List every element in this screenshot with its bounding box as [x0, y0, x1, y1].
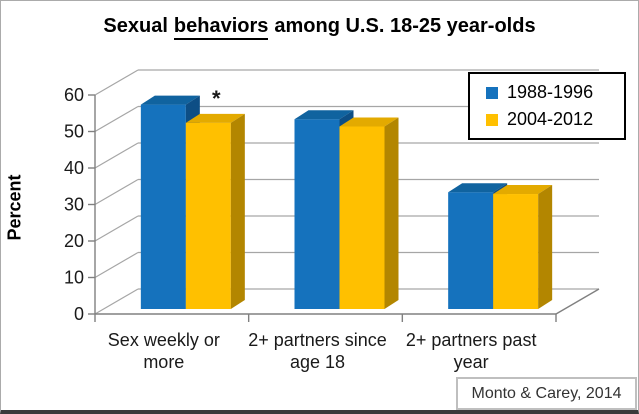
- bar-front-2004-2012-cat0: [185, 122, 231, 309]
- bar-side-2004-2012-cat0: [230, 113, 245, 309]
- gridline-diagonal-10: [94, 251, 139, 279]
- bar-top-1988-1996-cat2: [448, 183, 508, 193]
- source-citation: Monto & Carey, 2014: [456, 377, 637, 410]
- bar-top-1988-1996-cat1: [294, 110, 354, 120]
- bar-top-2004-2012-cat0: [185, 113, 245, 123]
- bar-top-1988-1996-cat0: [140, 95, 200, 105]
- category-label-1-line1: age 18: [290, 352, 345, 372]
- bar-side-2004-2012-cat1: [384, 117, 399, 309]
- category-label-2-line0: 2+ partners past: [406, 330, 537, 350]
- bar-side-2004-2012-cat2: [538, 185, 553, 309]
- gridline-diagonal-20: [94, 215, 139, 242]
- legend-item: 2004-2012: [470, 109, 624, 130]
- category-label-1-line0: 2+ partners since: [248, 330, 387, 350]
- chart-title-underlined-word: behaviors: [173, 15, 269, 40]
- legend-label-series2: 2004-2012: [507, 109, 594, 129]
- bar-front-2004-2012-cat1: [339, 126, 385, 309]
- legend: 1988-1996 2004-2012: [468, 72, 626, 140]
- y-tick-label-50: 50: [64, 122, 84, 142]
- gridline-diagonal-0: [94, 288, 139, 315]
- chart-title-part1: Sexual: [103, 15, 168, 37]
- significance-asterisk: *: [212, 86, 221, 111]
- gridline-diagonal-40: [94, 142, 139, 169]
- bar-top-2004-2012-cat1: [339, 117, 399, 127]
- y-tick-label-40: 40: [64, 158, 84, 178]
- category-label-2-line1: year: [454, 352, 489, 372]
- y-tick-label-20: 20: [64, 231, 84, 251]
- floor-right-edge: [555, 288, 600, 315]
- gridline-diagonal-60: [94, 69, 139, 96]
- category-label-0-line1: more: [143, 352, 184, 372]
- legend-swatch-series2: [486, 113, 498, 126]
- bar-top-2004-2012-cat2: [493, 185, 553, 195]
- y-tick-label-60: 60: [64, 85, 84, 105]
- bar-front-1988-1996-cat0: [140, 104, 186, 309]
- bar-front-1988-1996-cat1: [294, 119, 340, 309]
- chart-title: Sexual behaviors among U.S. 18-25 year-o…: [1, 15, 638, 40]
- legend-item: 1988-1996: [470, 82, 624, 103]
- category-label-0-line0: Sex weekly or: [108, 330, 220, 350]
- gridline-diagonal-50: [94, 105, 139, 133]
- y-tick-label-10: 10: [64, 268, 84, 288]
- bar-front-2004-2012-cat2: [493, 194, 539, 309]
- y-tick-label-0: 0: [74, 304, 84, 324]
- bar-front-1988-1996-cat2: [448, 192, 494, 309]
- legend-label-series1: 1988-1996: [507, 82, 594, 102]
- y-tick-label-30: 30: [64, 195, 84, 215]
- gridline-diagonal-30: [94, 178, 139, 206]
- legend-swatch-series1: [486, 86, 498, 99]
- chart-title-part3: among U.S. 18-25 year-olds: [274, 15, 536, 37]
